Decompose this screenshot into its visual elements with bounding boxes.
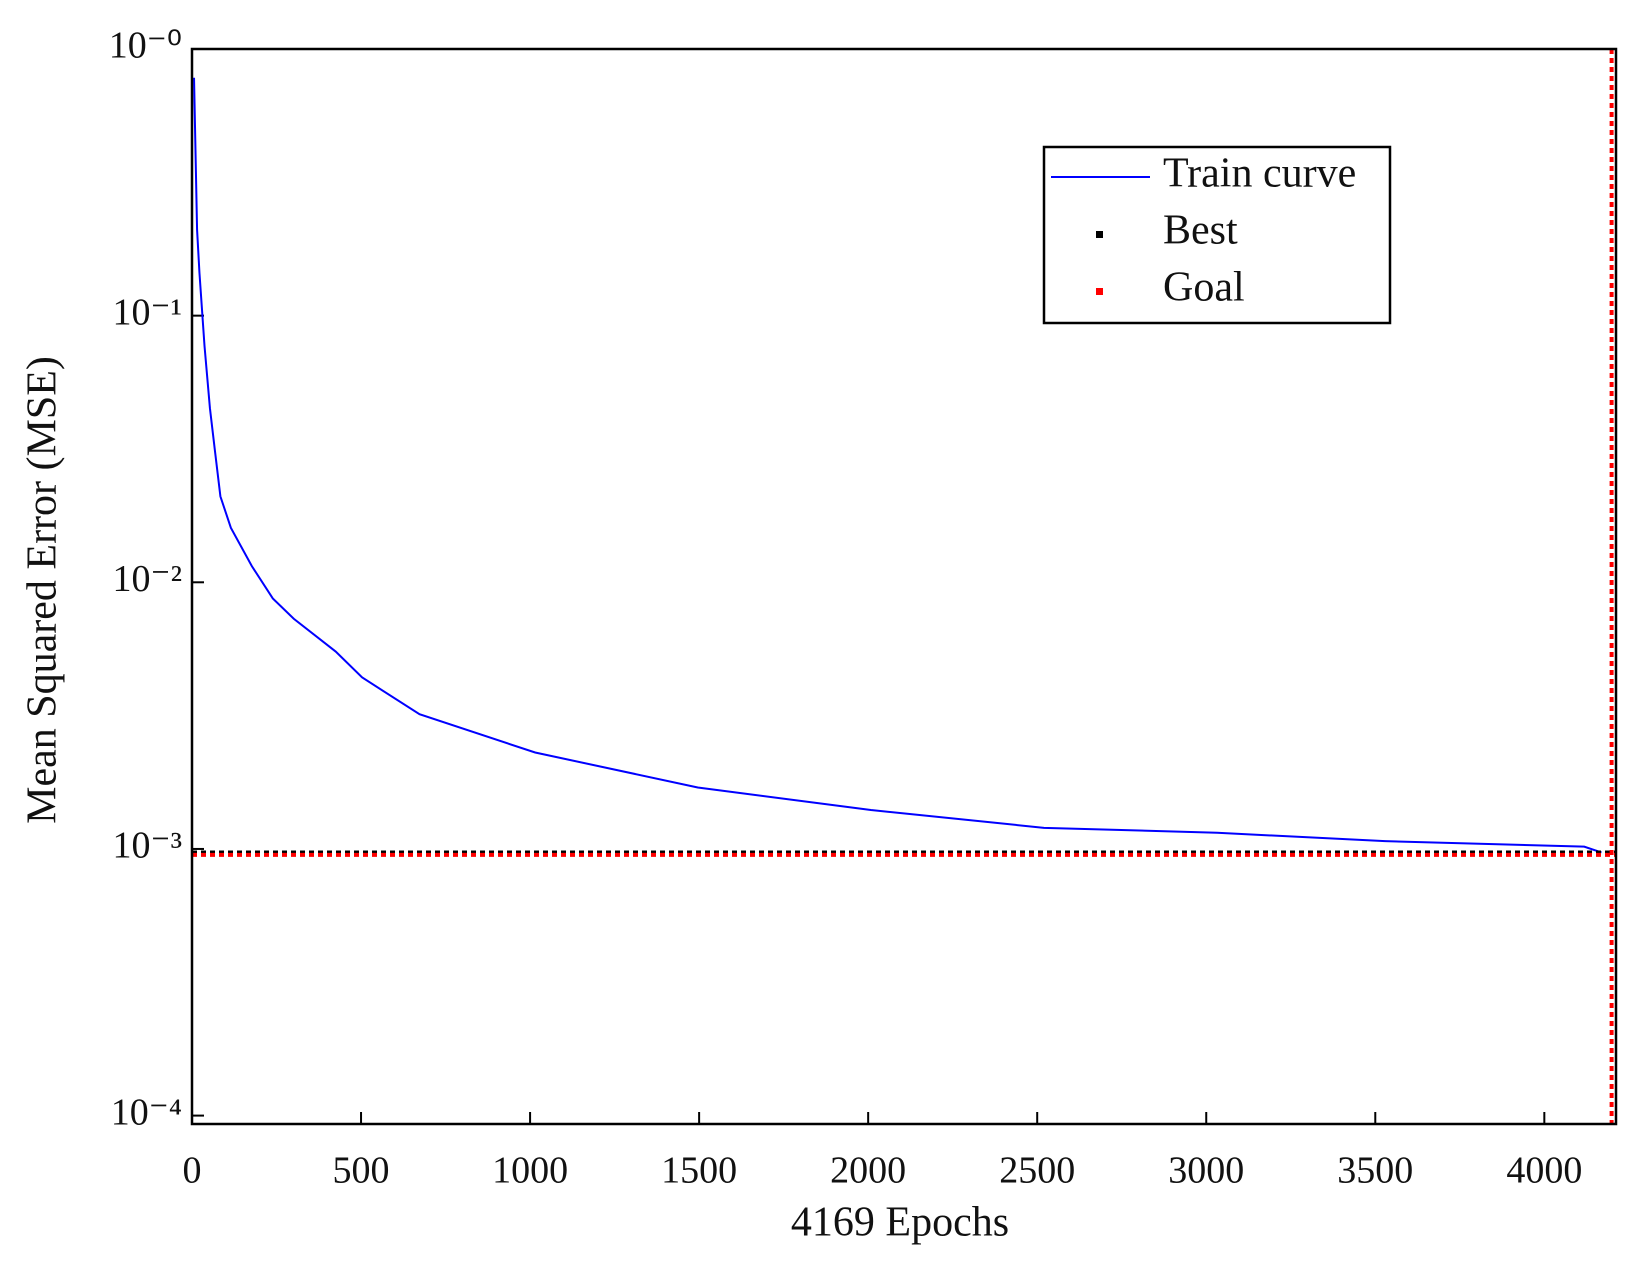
y-tick-label: 10⁻³: [113, 825, 182, 867]
legend-label: Goal: [1163, 265, 1245, 311]
y-tick-label: 10⁻²: [113, 558, 182, 600]
x-axis-label: 4169 Epochs: [791, 1200, 1009, 1246]
x-tick-label: 1000: [492, 1150, 568, 1192]
plot-frame: [190, 47, 1618, 1126]
x-tick-label: 0: [183, 1150, 202, 1192]
y-tick-label: 10⁻⁴: [111, 1091, 182, 1133]
x-tick-label: 3500: [1337, 1150, 1413, 1192]
y-axis-label: Mean Squared Error (MSE): [20, 356, 66, 824]
x-tick-label: 2500: [999, 1150, 1075, 1192]
legend-swatch: [1096, 231, 1103, 238]
series-line: [193, 77, 1602, 854]
legend-label: Train curve: [1163, 151, 1356, 197]
y-tick-label: 10⁻⁰: [109, 25, 182, 67]
x-tick-label: 2000: [830, 1150, 906, 1192]
x-tick-label: 500: [333, 1150, 390, 1192]
legend-swatch: [1096, 288, 1103, 295]
x-tick-label: 4000: [1506, 1150, 1582, 1192]
x-tick-label: 3000: [1168, 1150, 1244, 1192]
x-tick-label: 1500: [661, 1150, 737, 1192]
legend-label: Best: [1163, 208, 1238, 254]
y-tick-label: 10⁻¹: [113, 291, 182, 333]
